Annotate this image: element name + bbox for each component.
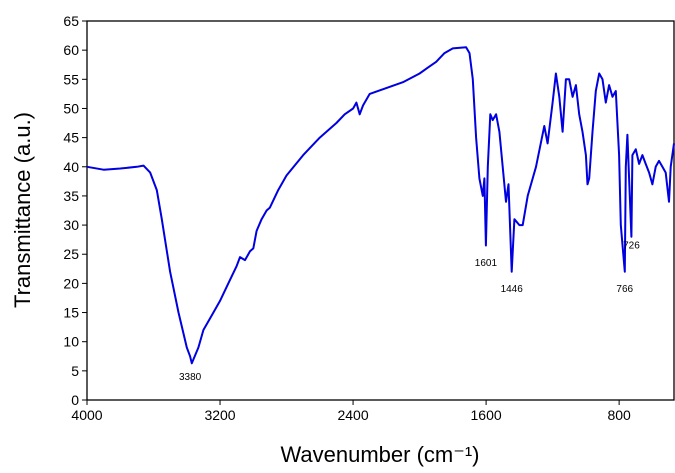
x-axis-label: Wavenumber (cm⁻¹) bbox=[280, 442, 479, 467]
y-tick-label: 55 bbox=[63, 71, 79, 87]
peak-label: 766 bbox=[616, 284, 633, 295]
y-axis-label: Transmittance (a.u.) bbox=[10, 112, 35, 308]
y-tick-label: 0 bbox=[71, 392, 79, 408]
x-tick-label: 4000 bbox=[71, 407, 102, 423]
peak-label: 1446 bbox=[501, 284, 524, 295]
y-tick-label: 30 bbox=[63, 217, 79, 233]
y-tick-label: 20 bbox=[63, 275, 79, 291]
peak-label: 1601 bbox=[475, 258, 498, 269]
y-tick-label: 35 bbox=[63, 188, 79, 204]
x-tick-label: 800 bbox=[607, 407, 631, 423]
spectrum-line bbox=[86, 46, 675, 365]
y-tick-label: 45 bbox=[63, 130, 79, 146]
y-tick-label: 15 bbox=[63, 305, 79, 321]
y-tick-label: 25 bbox=[63, 246, 79, 262]
x-tick-label: 1600 bbox=[471, 407, 502, 423]
y-tick-label: 50 bbox=[63, 100, 79, 116]
y-tick-label: 10 bbox=[63, 334, 79, 350]
x-tick-label: 3200 bbox=[204, 407, 235, 423]
y-tick-label: 65 bbox=[63, 13, 79, 29]
y-tick-label: 40 bbox=[63, 159, 79, 175]
peak-label: 3380 bbox=[179, 372, 202, 383]
x-tick-label: 2400 bbox=[337, 407, 368, 423]
plot-frame bbox=[86, 20, 675, 401]
peak-label: 726 bbox=[623, 240, 640, 251]
y-tick-label: 5 bbox=[71, 363, 79, 379]
y-tick-label: 60 bbox=[63, 42, 79, 58]
